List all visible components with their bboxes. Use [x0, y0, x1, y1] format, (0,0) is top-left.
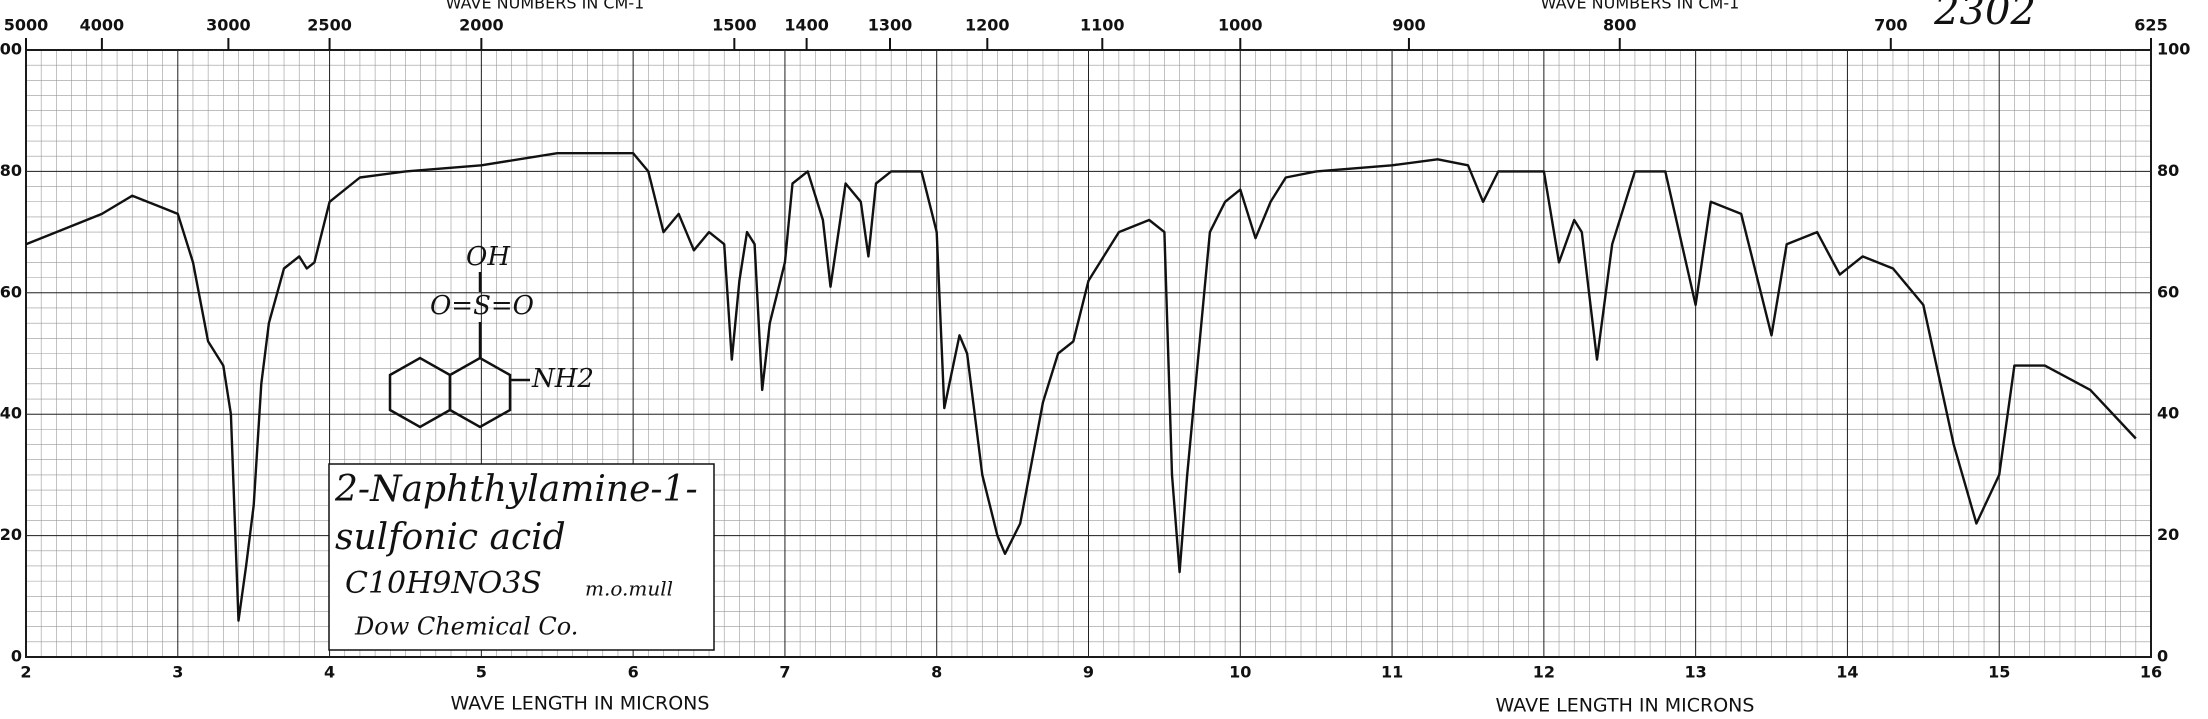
x-tick-label: 12 [1533, 663, 1555, 682]
y-tick-label: 20 [0, 525, 22, 544]
y-tick-label: 0 [2157, 647, 2168, 666]
top-tick-label: 1500 [712, 16, 757, 35]
compound-name: sulfonic acid [335, 517, 566, 558]
x-tick-label: 5 [476, 663, 487, 682]
y-tick-label: 20 [2157, 525, 2179, 544]
x-tick-label: 3 [172, 663, 183, 682]
x-tick-label: 4 [324, 663, 335, 682]
x-tick-label: 14 [1836, 663, 1858, 682]
top-axis-label: WAVE NUMBERS IN CM-1 [446, 0, 645, 13]
x-tick-label: 15 [1988, 663, 2010, 682]
y-tick-label: 80 [2157, 161, 2179, 180]
top-tick-label: 4000 [80, 16, 125, 35]
top-tick-label: 5000 [4, 16, 49, 35]
top-tick-label: 1100 [1080, 16, 1125, 35]
x-tick-label: 16 [2140, 663, 2162, 682]
y-tick-label: 100 [2157, 40, 2190, 59]
y-tick-label: 60 [2157, 282, 2179, 301]
structure-label: NH2 [531, 364, 594, 394]
x-tick-label: 13 [1685, 663, 1707, 682]
spectrum-line [25, 152, 2137, 622]
chart-title: 2302 [1933, 0, 2036, 34]
top-tick-label: 1000 [1218, 16, 1263, 35]
y-tick-label: 80 [0, 161, 22, 180]
top-tick-label: 2000 [459, 16, 504, 35]
structure-label: OH [466, 242, 511, 272]
y-tick-label: 40 [2157, 404, 2179, 423]
top-tick-label: 800 [1603, 16, 1636, 35]
compound-name: 2-Naphthylamine-1- [334, 469, 698, 510]
y-tick-label: 40 [0, 404, 22, 423]
source: Dow Chemical Co. [354, 613, 578, 641]
y-tick-label: 0 [11, 647, 22, 666]
top-tick-label: 625 [2134, 16, 2167, 35]
x-tick-label: 7 [779, 663, 790, 682]
top-tick-label: 1200 [965, 16, 1010, 35]
top-tick-label: 900 [1392, 16, 1425, 35]
top-tick-label: 3000 [206, 16, 251, 35]
x-axis-label: WAVE LENGTH IN MICRONS [1496, 695, 1755, 717]
y-tick-label: 100 [0, 40, 22, 59]
x-tick-label: 2 [20, 663, 31, 682]
top-tick-label: 1300 [868, 16, 913, 35]
y-tick-label: 60 [0, 282, 22, 301]
top-axis-label: WAVE NUMBERS IN CM-1 [1541, 0, 1740, 13]
structure [388, 272, 530, 429]
top-tick-label: 2500 [307, 16, 352, 35]
formula: C10H9NO3S [345, 566, 542, 601]
x-tick-label: 6 [628, 663, 639, 682]
top-tick-label: 700 [1874, 16, 1907, 35]
x-tick-label: 10 [1229, 663, 1251, 682]
x-tick-label: 8 [931, 663, 942, 682]
method: m.o.mull [585, 577, 673, 601]
annotation-box [328, 463, 715, 651]
x-tick-label: 9 [1083, 663, 1094, 682]
x-tick-label: 11 [1381, 663, 1403, 682]
structure-label: O=S=O [430, 291, 534, 321]
top-tick-label: 1400 [784, 16, 829, 35]
x-axis-label: WAVE LENGTH IN MICRONS [451, 693, 710, 715]
